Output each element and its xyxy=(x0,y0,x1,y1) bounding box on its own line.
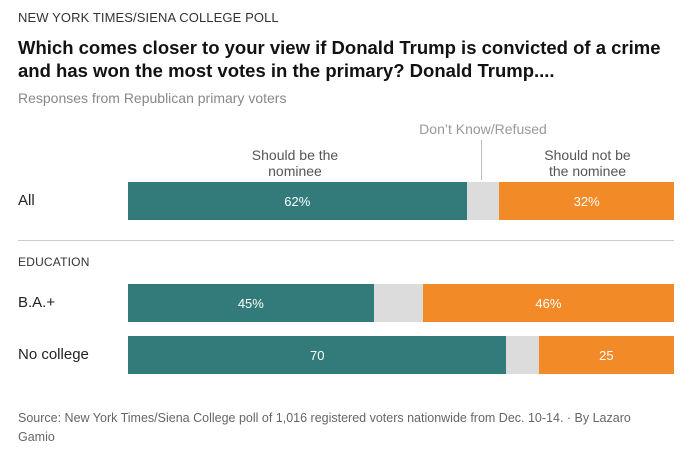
chart-source: Source: New York Times/Siena College pol… xyxy=(18,411,631,444)
row-label-ba-plus: B.A.+ xyxy=(18,294,56,311)
chart-kicker: NEW YORK TIMES/SIENA COLLEGE POLL xyxy=(18,10,279,25)
chart-subtitle: Responses from Republican primary voters xyxy=(18,90,287,106)
segment-dont-know xyxy=(373,284,423,322)
column-header-dont-know: Don’t Know/Refused xyxy=(419,121,547,137)
segment-not-nominee: 25 xyxy=(538,336,674,374)
data-label: 46% xyxy=(535,295,562,311)
column-header-nominee-line-1: Should be the xyxy=(251,147,339,163)
row-label-no-college: No college xyxy=(18,346,89,363)
segment-nominee: 62% xyxy=(128,182,467,220)
data-label: 70 xyxy=(309,347,325,363)
segment-nominee: 45% xyxy=(128,284,374,322)
bar-row-no-college: 70 25 xyxy=(128,336,674,374)
data-label: 32% xyxy=(573,193,600,209)
segment-nominee: 70 xyxy=(128,336,507,374)
segment-not-nominee: 46% xyxy=(422,284,674,322)
column-header-nominee: Should be the nominee xyxy=(215,147,375,179)
divider xyxy=(18,240,674,241)
data-label: 62% xyxy=(284,193,311,209)
column-header-not-nominee: Should not be the nominee xyxy=(510,147,665,179)
group-label-education: EDUCATION xyxy=(18,255,90,269)
segment-dont-know xyxy=(506,336,539,374)
column-header-nominee-line-2: nominee xyxy=(268,163,322,179)
segment-dont-know xyxy=(466,182,500,220)
bar-row-ba-plus: 45% 46% xyxy=(128,284,674,322)
row-label-all: All xyxy=(18,192,35,209)
chart-title: Which comes closer to your view if Donal… xyxy=(18,37,661,81)
data-label: 45% xyxy=(237,295,264,311)
data-label: 25 xyxy=(599,347,614,363)
column-header-dont-know-tick xyxy=(481,140,482,180)
column-header-not-nominee-line-1: Should not be xyxy=(544,147,631,163)
column-header-not-nominee-line-2: the nominee xyxy=(548,163,627,179)
segment-not-nominee: 32% xyxy=(499,182,674,220)
bar-row-all: 62% 32% xyxy=(128,182,674,220)
